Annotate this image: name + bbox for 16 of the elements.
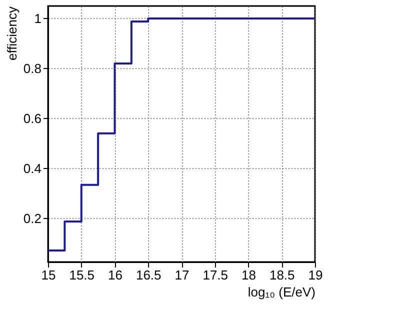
x-tick-label: 18 xyxy=(242,268,256,282)
x-tick-label: 17 xyxy=(174,268,190,282)
y-tick-label: 0.6 xyxy=(23,110,42,126)
x-tick-label: 15 xyxy=(41,268,56,282)
y-tick-label: 0.8 xyxy=(23,60,42,76)
y-axis-title: efficiency xyxy=(4,6,20,60)
x-axis-title: log₁₀ (E/eV) xyxy=(248,284,316,300)
x-tick-label: 17.5 xyxy=(202,268,228,282)
y-tick-label: 0.2 xyxy=(23,210,42,226)
y-tick-label: 0.4 xyxy=(23,160,42,176)
x-tick-label: 15.5 xyxy=(69,268,95,282)
x-tick-label: 16.5 xyxy=(136,268,162,282)
x-tick-label: 18.5 xyxy=(269,268,295,282)
x-tick-label: 16 xyxy=(108,268,122,282)
x-tick-label: 19 xyxy=(308,268,323,282)
y-tick-label: 1 xyxy=(34,10,42,26)
